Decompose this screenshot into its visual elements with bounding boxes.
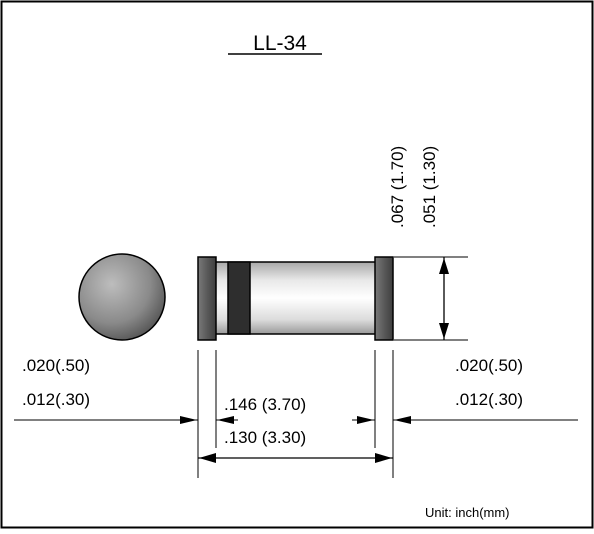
body-length-max-label: .146 (3.70) (224, 395, 306, 414)
length-arrow-left (199, 453, 216, 463)
right-cap-max-label: .020(.50) (455, 356, 523, 375)
length-arrow-right (375, 453, 392, 463)
unit-note: Unit: inch(mm) (425, 505, 510, 520)
package-title: LL-34 (253, 32, 307, 55)
right-cap-min-label: .012(.30) (455, 390, 523, 409)
left-cap-arrow-left (217, 416, 234, 424)
right-end-cap (374, 256, 394, 341)
right-cap-arrow-left (394, 416, 411, 424)
length-extension-lines (197, 350, 394, 478)
right-cap-dimension: .020(.50) .012(.30) (352, 356, 578, 424)
body-length-min-label: .130 (3.30) (224, 428, 306, 447)
left-end-cap (197, 256, 217, 341)
left-cap-arrow-right (180, 416, 197, 424)
diameter-min-label: .051 (1.30) (420, 146, 439, 228)
end-view-circle (78, 253, 166, 341)
body-length-dimension: .146 (3.70) .130 (3.30) (198, 395, 393, 463)
arrow-down (439, 323, 449, 339)
cathode-band (227, 261, 251, 335)
left-cap-dimension: .020(.50) .012(.30) (14, 356, 238, 424)
left-cap-min-label: .012(.30) (22, 390, 90, 409)
right-cap-arrow-right (357, 416, 374, 424)
arrow-up (439, 258, 449, 274)
left-cap-max-label: .020(.50) (22, 356, 90, 375)
diode-body (197, 256, 394, 341)
diameter-max-label: .067 (1.70) (388, 146, 407, 228)
diameter-dimension: .067 (1.70) .051 (1.30) (388, 146, 468, 341)
